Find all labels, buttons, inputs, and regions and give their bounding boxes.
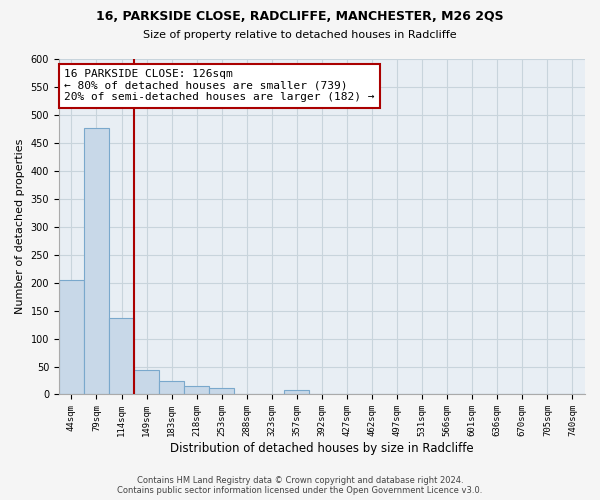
Bar [159, 381, 184, 394]
Bar [209, 388, 234, 394]
Bar [184, 386, 209, 394]
Y-axis label: Number of detached properties: Number of detached properties [15, 139, 25, 314]
Bar [109, 318, 134, 394]
Bar [284, 390, 310, 394]
Bar [59, 280, 84, 394]
Text: 16, PARKSIDE CLOSE, RADCLIFFE, MANCHESTER, M26 2QS: 16, PARKSIDE CLOSE, RADCLIFFE, MANCHESTE… [96, 10, 504, 23]
Text: Size of property relative to detached houses in Radcliffe: Size of property relative to detached ho… [143, 30, 457, 40]
Text: Contains HM Land Registry data © Crown copyright and database right 2024.
Contai: Contains HM Land Registry data © Crown c… [118, 476, 482, 495]
Text: 16 PARKSIDE CLOSE: 126sqm
← 80% of detached houses are smaller (739)
20% of semi: 16 PARKSIDE CLOSE: 126sqm ← 80% of detac… [64, 69, 374, 102]
Bar [134, 370, 159, 394]
Bar [84, 128, 109, 394]
X-axis label: Distribution of detached houses by size in Radcliffe: Distribution of detached houses by size … [170, 442, 474, 455]
